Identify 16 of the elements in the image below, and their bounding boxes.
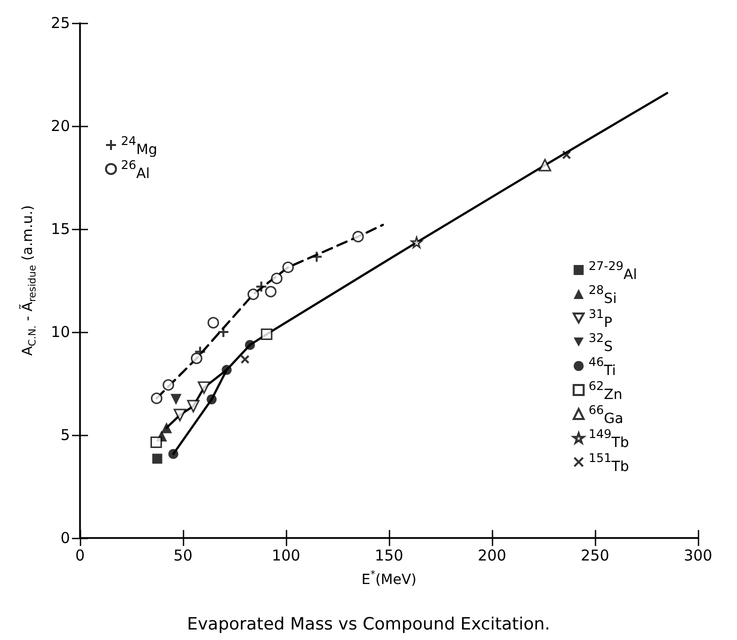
x-tick-label: 0 (75, 546, 85, 564)
x-axis-title: E*(MeV) (361, 570, 417, 588)
y-tick-label: 5 (60, 426, 70, 444)
y-tick-label: 20 (50, 117, 70, 135)
y-tick-label: 15 (50, 220, 70, 238)
y-tick-label: 10 (50, 323, 70, 341)
x-tick-label: 300 (684, 546, 712, 564)
y-tick-label: 0 (60, 529, 70, 547)
x-tick-label: 150 (374, 546, 404, 564)
x-tick-label: 100 (272, 546, 300, 564)
x-tick-label: 200 (478, 546, 506, 564)
text: Evaporated Mass vs Compound Excitation. (186, 614, 550, 634)
x-tick-label: 250 (580, 546, 610, 564)
y-tick-label: 25 (50, 14, 70, 32)
y-axis-title: AC.N. - Ãresidue (a.m.u.) (19, 205, 38, 356)
x-tick-label: 50 (173, 546, 193, 564)
